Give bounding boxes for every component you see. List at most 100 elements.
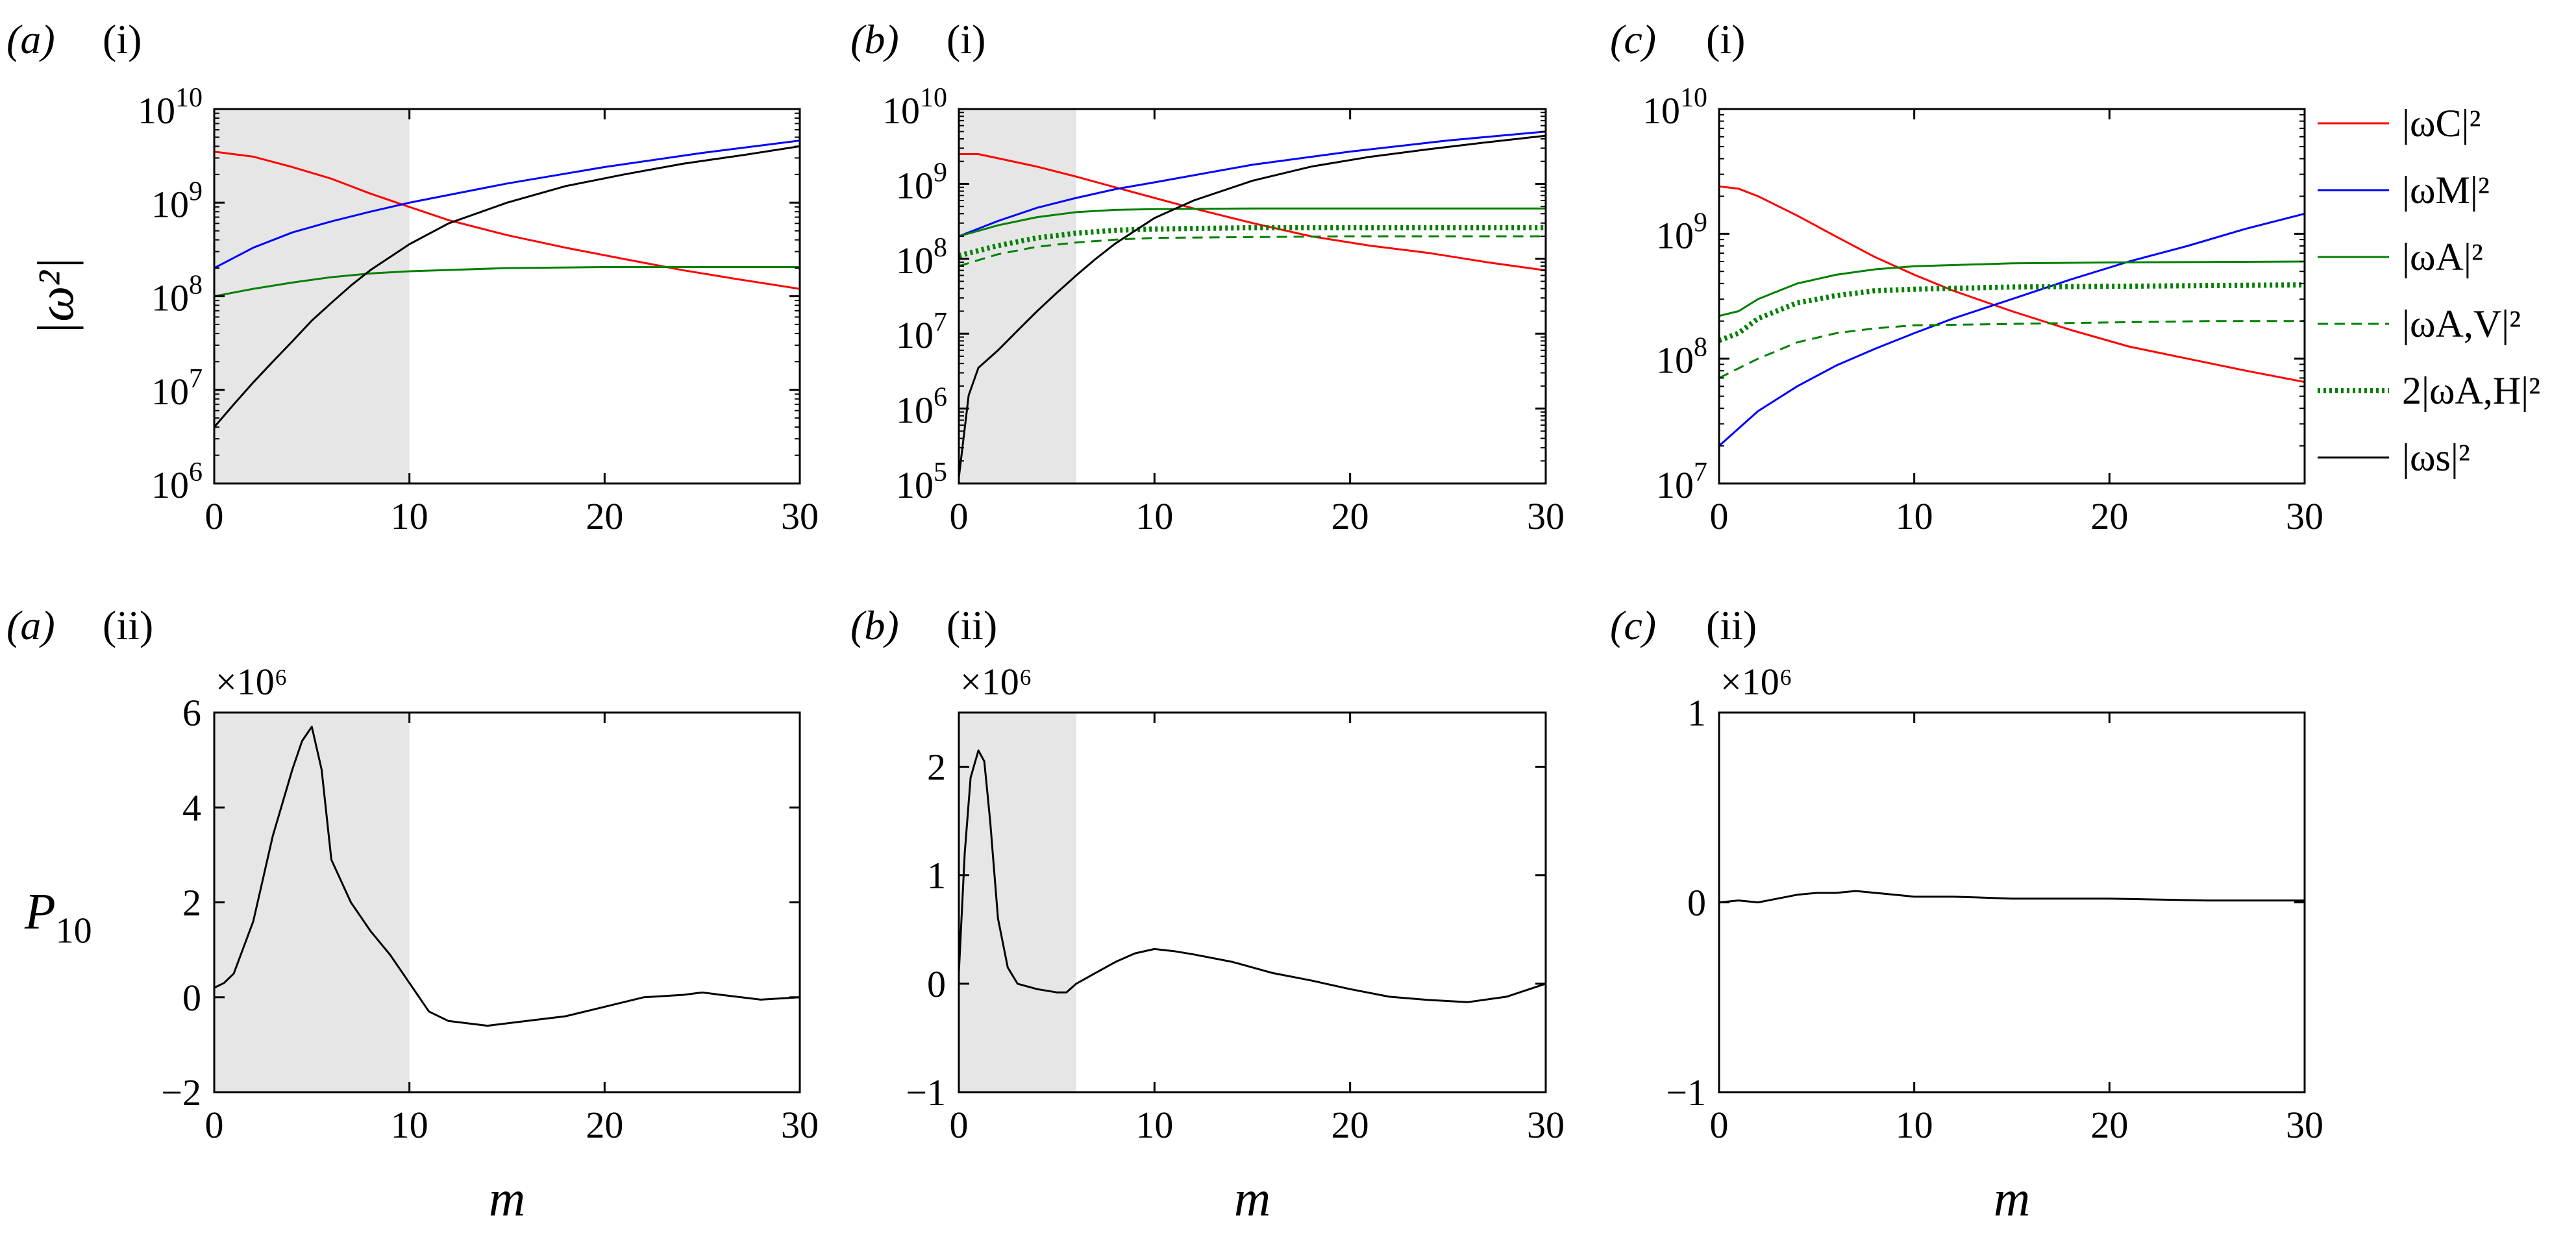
y-multiplier-label: ×10⁶ (960, 661, 1032, 703)
shaded-region (214, 109, 410, 483)
panel-sublabel: (i) (103, 16, 142, 62)
series-group (1719, 185, 2305, 447)
panel-label: (b) (850, 16, 899, 62)
y-tick-label: 108 (151, 271, 203, 319)
series-line-wA (959, 207, 1546, 238)
x-tick-label: 10 (1896, 495, 1933, 537)
y-tick-label: 0 (1687, 882, 1706, 924)
y-multiplier-label: ×10⁶ (1720, 661, 1792, 703)
y-tick-label: 0 (182, 977, 201, 1019)
series-group (959, 750, 1546, 1003)
series-group (1719, 890, 2305, 903)
series-line-ws (959, 134, 1546, 478)
panel-sublabel: (i) (947, 16, 985, 62)
y-tick-label: 1010 (138, 83, 203, 132)
legend-label: |ωA|² (2402, 236, 2483, 278)
y-tick-label: 107 (1656, 458, 1707, 506)
y-tick-label: 1 (927, 855, 946, 897)
y-tick-label: 2 (927, 746, 946, 788)
x-tick-label: 10 (391, 495, 428, 537)
y-tick-label: 0 (927, 963, 946, 1005)
series-line-wAH (1719, 282, 2305, 343)
x-tick-label: 20 (2090, 1104, 2128, 1146)
plot-frame (958, 108, 1547, 485)
x-tick-label: 20 (1331, 495, 1369, 537)
panel-label: (a) (6, 16, 55, 62)
y-tick-label: 1010 (1642, 83, 1707, 132)
x-tick-label: 30 (1527, 495, 1565, 537)
x-tick-label: 10 (1135, 1104, 1173, 1146)
plot-frame (1718, 711, 2306, 1093)
series-group (959, 130, 1546, 478)
x-axis-title: m (1234, 1170, 1270, 1227)
x-tick-label: 30 (2286, 495, 2323, 537)
legend-item-wAH: 2|ωA,H|² (2318, 369, 2540, 412)
y-tick-label: 109 (1656, 208, 1707, 256)
series-line-wM (959, 130, 1546, 238)
y-tick-label: −1 (906, 1071, 946, 1114)
y-tick-label: 107 (896, 308, 947, 356)
series-line-wC (959, 153, 1546, 272)
x-tick-label: 10 (1896, 1104, 1933, 1146)
y-tick-label: 1 (1687, 692, 1706, 734)
x-tick-label: 0 (205, 495, 224, 537)
series-line-ws (214, 145, 800, 428)
y-axis-title: |ω²| (27, 257, 84, 336)
y-tick-label: 106 (896, 383, 947, 432)
series-group (214, 726, 800, 1027)
x-tick-label: 0 (950, 495, 969, 537)
panel-sublabel: (ii) (103, 602, 153, 648)
series-group (214, 140, 800, 428)
y-tick-label: 106 (151, 458, 203, 506)
x-axis-title: m (489, 1170, 525, 1227)
legend-item-wM: |ωM|² (2318, 169, 2490, 212)
series-line-wAH (959, 225, 1546, 258)
x-tick-label: 0 (950, 1104, 969, 1146)
y-tick-label: 109 (151, 177, 203, 225)
y-tick-label: 108 (896, 233, 947, 282)
shaded-region (959, 109, 1076, 483)
legend-label: 2|ωA,H|² (2402, 369, 2540, 412)
series-line-wM (1719, 212, 2305, 447)
plot-frame (1718, 108, 2306, 485)
series-line-P10 (959, 750, 1546, 1003)
panel-label: (c) (1610, 16, 1656, 62)
series-line-wA (1719, 260, 2305, 317)
shaded-region (959, 713, 1076, 1092)
chart-panel-c-ii: 0 10 20 30−101×10⁶(c) (ii)m (1610, 602, 2323, 1227)
y-tick-label: 107 (151, 364, 203, 413)
x-tick-label: 30 (781, 495, 819, 537)
y-axis-title: P10 (24, 883, 92, 951)
x-tick-label: 30 (781, 1104, 819, 1146)
y-tick-label: 108 (1656, 333, 1707, 382)
chart-panel-c-i: 0 10 20 30 107 108 109 1010 (c) (i) (1610, 16, 2323, 537)
series-line-wA (214, 266, 800, 297)
panel-sublabel: (i) (1706, 16, 1745, 62)
x-tick-label: 30 (2286, 1104, 2323, 1146)
y-tick-label: 4 (182, 787, 201, 829)
legend-item-wAV: |ωA,V|² (2318, 302, 2521, 345)
x-axis-title: m (1994, 1170, 2030, 1227)
panel-label: (b) (850, 602, 899, 648)
shaded-region (214, 713, 410, 1092)
legend-item-wC: |ωC|² (2318, 102, 2481, 145)
legend-item-wA: |ωA|² (2318, 236, 2483, 278)
series-line-P10 (1719, 890, 2305, 903)
legend: |ωC|² |ωM|² |ωA|² |ωA,V|² 2|ωA,H|² |ωs|² (2318, 102, 2540, 479)
x-tick-label: 20 (586, 495, 623, 537)
y-tick-label: 1010 (882, 83, 947, 132)
x-tick-label: 0 (205, 1104, 224, 1146)
panel-label: (a) (6, 602, 55, 648)
legend-label: |ωM|² (2402, 169, 2490, 212)
x-tick-label: 0 (1710, 495, 1729, 537)
x-tick-label: 10 (1135, 495, 1173, 537)
legend-label: |ωs|² (2402, 436, 2470, 479)
series-line-wC (214, 151, 800, 290)
panel-sublabel: (ii) (947, 602, 997, 648)
series-line-wAV (1719, 320, 2305, 379)
x-tick-label: 20 (2090, 495, 2128, 537)
series-line-P10 (214, 726, 800, 1027)
